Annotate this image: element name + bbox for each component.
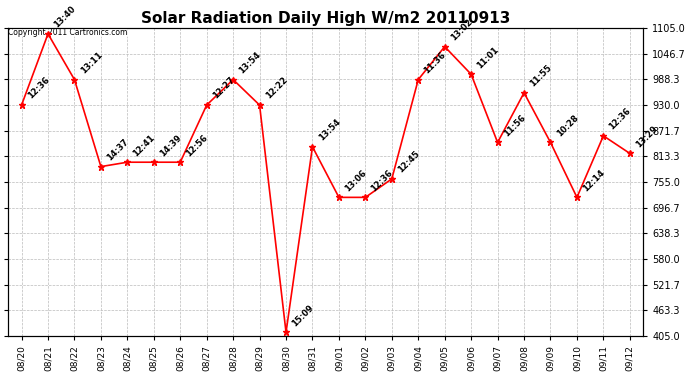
Text: 12:22: 12:22: [264, 75, 289, 101]
Text: 12:36: 12:36: [26, 76, 51, 101]
Text: 12:36: 12:36: [370, 168, 395, 193]
Text: 13:54: 13:54: [317, 117, 342, 142]
Text: 11:55: 11:55: [529, 63, 553, 88]
Text: 13:11: 13:11: [79, 50, 104, 75]
Text: 12:36: 12:36: [608, 106, 633, 132]
Title: Solar Radiation Daily High W/m2 20110913: Solar Radiation Daily High W/m2 20110913: [141, 10, 511, 26]
Text: 11:56: 11:56: [502, 113, 527, 138]
Text: 11:36: 11:36: [422, 50, 448, 75]
Text: 13:06: 13:06: [343, 168, 368, 193]
Text: 11:01: 11:01: [475, 45, 501, 70]
Text: 12:56: 12:56: [184, 133, 210, 158]
Text: Copyright 2011 Cartronics.com: Copyright 2011 Cartronics.com: [8, 28, 128, 37]
Text: 15:09: 15:09: [290, 303, 315, 328]
Text: 13:02: 13:02: [449, 17, 474, 42]
Text: 13:29: 13:29: [634, 124, 659, 149]
Text: 13:40: 13:40: [52, 4, 77, 30]
Text: 12:27: 12:27: [211, 76, 236, 101]
Text: 10:28: 10:28: [555, 113, 580, 138]
Text: 12:45: 12:45: [396, 149, 422, 175]
Text: 13:54: 13:54: [237, 50, 263, 75]
Text: 14:39: 14:39: [158, 133, 183, 158]
Text: 12:41: 12:41: [132, 133, 157, 158]
Text: 14:37: 14:37: [105, 137, 130, 162]
Text: 12:14: 12:14: [581, 168, 607, 193]
